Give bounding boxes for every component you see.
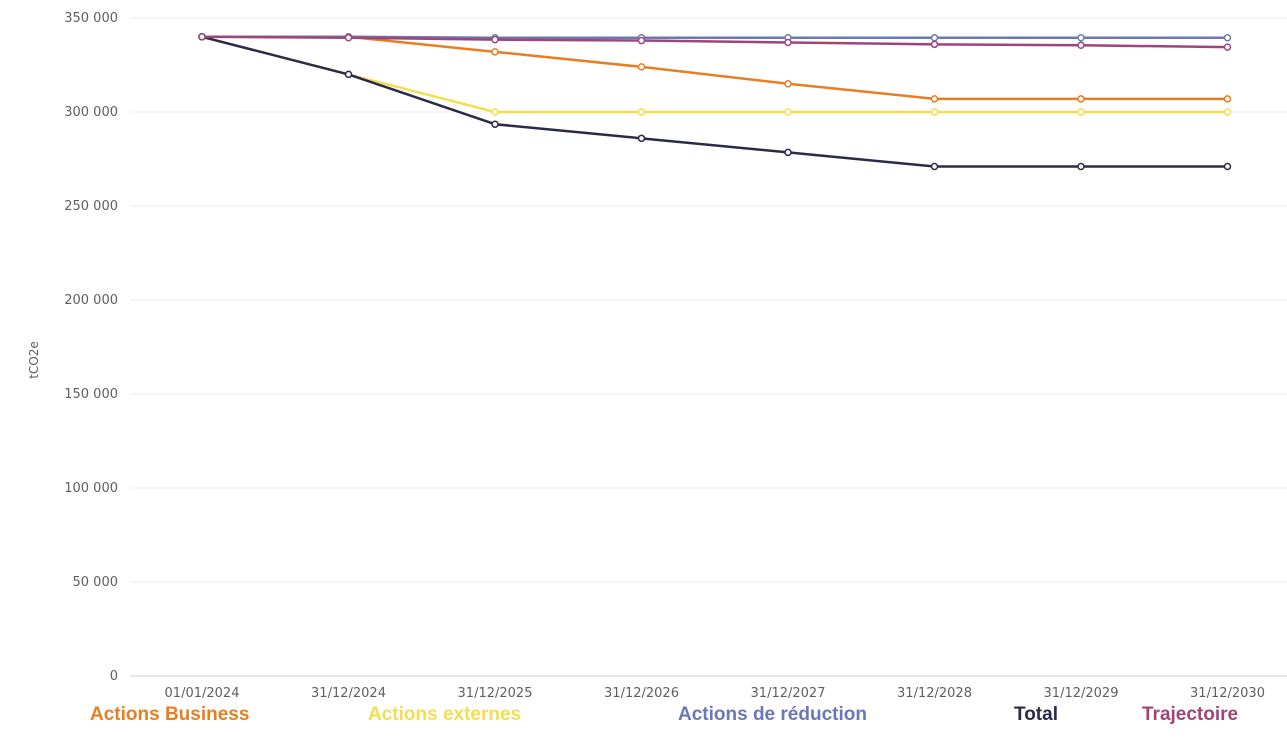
x-tick-label: 31/12/2030 — [1190, 686, 1265, 700]
x-tick-label: 31/12/2029 — [1044, 686, 1119, 700]
data-point[interactable] — [491, 120, 499, 128]
y-tick-label: 250 000 — [64, 199, 118, 214]
data-point[interactable] — [930, 95, 939, 103]
data-point[interactable] — [784, 148, 792, 157]
legend-item-actions-business[interactable]: Actions Business — [90, 704, 250, 725]
data-point[interactable] — [1223, 33, 1232, 42]
series-line — [201, 35, 1228, 168]
legend-item-trajectoire[interactable]: Trajectoire — [1142, 704, 1239, 725]
line-chart: 0 50 000 100 000 150 000 200 000 250 000 300 0… — [27, 11, 1287, 700]
data-point[interactable] — [930, 108, 939, 116]
y-tick-label: 0 — [110, 669, 118, 684]
data-point[interactable] — [1077, 108, 1085, 116]
data-point[interactable] — [491, 35, 499, 44]
data-point[interactable] — [637, 134, 646, 143]
data-point[interactable] — [930, 162, 939, 171]
series-line — [202, 35, 1228, 101]
x-tick-label: 31/12/2024 — [311, 686, 386, 700]
x-tick-labels: 01/01/2024 31/12/2024 31/12/2025 31/12/2026… — [165, 686, 1265, 700]
gridlines — [130, 17, 1287, 677]
y-tick-labels: 0 50 000 100 000 150 000 200 000 250 000 300 0… — [64, 11, 118, 684]
y-tick-label: 100 000 — [64, 481, 118, 496]
data-point[interactable] — [784, 108, 792, 116]
series-total — [198, 33, 1232, 171]
series-line — [201, 35, 1228, 114]
data-point[interactable] — [1077, 162, 1085, 171]
data-point[interactable] — [1077, 41, 1085, 50]
x-tick-label: 31/12/2025 — [458, 686, 533, 700]
y-tick-label: 50 000 — [73, 575, 119, 590]
x-tick-label: 31/12/2027 — [751, 686, 826, 700]
legend-item-actions-externes[interactable]: Actions externes — [368, 704, 522, 725]
data-point[interactable] — [344, 33, 353, 42]
data-point[interactable] — [1077, 95, 1085, 103]
y-axis-title: tCO2e — [27, 341, 41, 379]
series-line — [201, 35, 1228, 49]
data-point[interactable] — [784, 80, 792, 88]
legend: Actions Business Actions externes Action… — [0, 704, 1287, 744]
y-tick-label: 200 000 — [64, 293, 118, 308]
y-tick-label: 350 000 — [64, 11, 118, 26]
x-tick-label: 31/12/2026 — [604, 686, 679, 700]
data-point[interactable] — [491, 108, 499, 116]
series-trajectoire — [198, 33, 1232, 51]
data-point[interactable] — [491, 48, 499, 56]
data-point[interactable] — [1223, 95, 1232, 103]
data-point[interactable] — [930, 40, 939, 49]
x-tick-label: 01/01/2024 — [165, 686, 240, 700]
series-lines — [198, 33, 1232, 171]
y-tick-label: 300 000 — [64, 105, 118, 120]
legend-item-total[interactable]: Total — [1014, 704, 1058, 725]
data-point[interactable] — [1223, 162, 1232, 171]
y-tick-label: 150 000 — [64, 387, 118, 402]
data-point[interactable] — [198, 33, 206, 41]
legend-item-actions-de-reduction[interactable]: Actions de réduction — [678, 704, 867, 725]
x-tick-label: 31/12/2028 — [897, 686, 972, 700]
data-point[interactable] — [784, 38, 792, 47]
data-point[interactable] — [637, 36, 646, 45]
data-point[interactable] — [1223, 108, 1232, 116]
data-point[interactable] — [637, 63, 646, 71]
data-point[interactable] — [1223, 43, 1232, 51]
data-point[interactable] — [1077, 33, 1085, 42]
data-point[interactable] — [344, 70, 353, 79]
data-point[interactable] — [637, 108, 646, 116]
data-point[interactable] — [930, 33, 939, 42]
